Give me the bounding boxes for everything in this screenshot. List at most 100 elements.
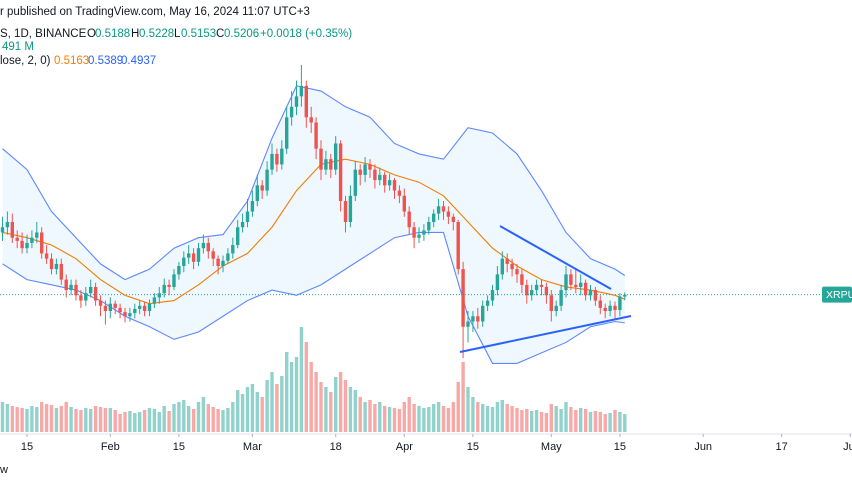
candle bbox=[343, 195, 348, 233]
volume-bar bbox=[54, 408, 59, 432]
candle-body bbox=[108, 303, 112, 312]
volume-bar bbox=[25, 409, 29, 432]
volume-bar bbox=[79, 410, 83, 432]
volume-bar bbox=[162, 406, 166, 432]
volume-bar bbox=[569, 407, 573, 432]
volume-bar bbox=[157, 412, 161, 432]
candle-body bbox=[226, 253, 230, 261]
candle-body bbox=[250, 201, 255, 212]
candle bbox=[44, 245, 49, 264]
candle-body bbox=[583, 282, 588, 296]
volume-bar bbox=[407, 397, 411, 432]
candle-body bbox=[133, 308, 137, 314]
candle bbox=[534, 279, 539, 296]
candle-body bbox=[476, 316, 480, 322]
candle bbox=[525, 279, 529, 304]
candle-body bbox=[5, 222, 10, 228]
volume-bar bbox=[392, 408, 397, 432]
candle-body bbox=[623, 294, 627, 297]
volume-bar bbox=[275, 384, 279, 432]
candle-body bbox=[618, 296, 622, 310]
candle-body bbox=[441, 206, 446, 212]
candle bbox=[451, 213, 455, 231]
volume-bar bbox=[260, 397, 264, 432]
volume-bar bbox=[172, 404, 176, 432]
candle bbox=[10, 213, 14, 243]
bb-lower-value: 0.4937 bbox=[121, 55, 156, 67]
candle-body bbox=[549, 295, 553, 312]
volume-bar bbox=[490, 407, 495, 432]
volume-bar bbox=[579, 408, 583, 432]
volume-bar bbox=[5, 404, 10, 432]
candle-body bbox=[495, 274, 500, 291]
candle bbox=[574, 269, 578, 294]
candle-body bbox=[275, 153, 279, 165]
volume-bar bbox=[30, 406, 34, 432]
candle-body bbox=[598, 300, 602, 308]
volume-bar bbox=[35, 407, 39, 432]
candle bbox=[49, 253, 54, 275]
volume-bar bbox=[613, 410, 617, 432]
candle-body bbox=[221, 260, 225, 266]
volume-bar bbox=[441, 406, 446, 432]
candle bbox=[427, 216, 431, 235]
volume-bar bbox=[142, 410, 147, 432]
c-value: 0.5206 bbox=[224, 28, 259, 40]
volume-bar bbox=[588, 412, 593, 432]
candle-body bbox=[554, 305, 558, 312]
candle bbox=[500, 251, 504, 280]
candle bbox=[177, 261, 181, 280]
candle-body bbox=[260, 185, 264, 191]
candle-body bbox=[191, 253, 196, 262]
candle-body bbox=[574, 284, 578, 287]
candle-body bbox=[147, 303, 152, 312]
candle-body bbox=[128, 313, 132, 317]
volume-bar bbox=[564, 402, 568, 432]
candle bbox=[485, 295, 490, 312]
candle-body bbox=[89, 286, 93, 294]
volume-bar bbox=[412, 404, 416, 432]
candle bbox=[368, 159, 372, 179]
candle-body bbox=[534, 284, 539, 291]
volume-bar bbox=[138, 412, 142, 432]
candle bbox=[118, 303, 122, 319]
candle-body bbox=[172, 274, 176, 287]
volume-bar bbox=[525, 409, 529, 432]
bottom-text: w bbox=[0, 464, 8, 476]
candle-body bbox=[20, 240, 24, 249]
candle-body bbox=[348, 195, 353, 222]
volume-bar bbox=[530, 411, 534, 432]
volume-bar bbox=[211, 407, 215, 432]
volume-bar bbox=[0, 402, 5, 432]
volume-bar bbox=[10, 406, 14, 432]
candle bbox=[265, 161, 269, 196]
candle-body bbox=[407, 211, 411, 228]
candle-body bbox=[30, 237, 34, 243]
candle-body bbox=[544, 286, 549, 296]
volume-bar bbox=[500, 400, 504, 432]
candle-body bbox=[593, 290, 598, 301]
volume-bar bbox=[461, 362, 465, 432]
candle-body bbox=[162, 284, 166, 294]
candle bbox=[417, 227, 421, 243]
candles bbox=[0, 64, 627, 359]
volume-bar bbox=[559, 409, 563, 432]
candle bbox=[98, 295, 103, 317]
candle-body bbox=[505, 258, 509, 264]
volume-bar bbox=[554, 406, 558, 432]
candle bbox=[260, 180, 264, 199]
band-upper bbox=[2, 85, 626, 281]
candle bbox=[196, 242, 201, 266]
candle bbox=[255, 174, 259, 207]
candle bbox=[113, 300, 117, 315]
candle-body bbox=[182, 257, 186, 266]
volume-bar bbox=[294, 357, 299, 432]
volume-bar bbox=[133, 413, 137, 432]
candle-body bbox=[485, 300, 490, 306]
candle bbox=[187, 245, 191, 264]
candle-body bbox=[530, 290, 534, 296]
volume-bar bbox=[40, 402, 44, 432]
candle bbox=[549, 290, 553, 322]
candle bbox=[162, 278, 166, 298]
